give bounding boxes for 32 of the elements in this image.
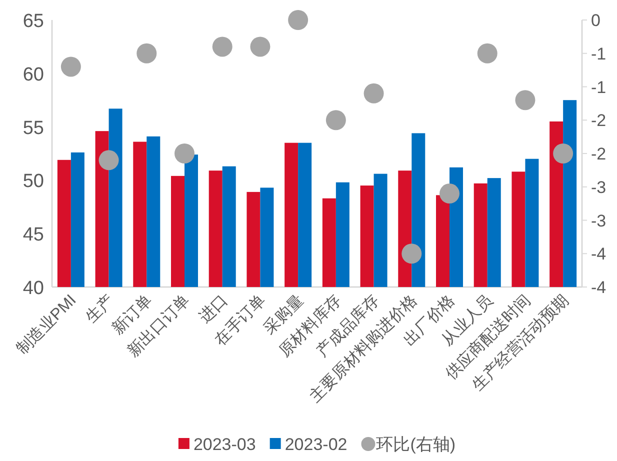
y2-tick-label: -4 <box>591 278 606 297</box>
y-tick-label: 50 <box>22 171 44 192</box>
point <box>402 244 422 264</box>
y2-tick-label: -2 <box>591 144 606 164</box>
y2-tick-label: -3 <box>591 211 606 230</box>
point <box>288 10 308 30</box>
y-tick-label: 45 <box>22 224 44 246</box>
y2-tick-label: -1 <box>591 78 606 97</box>
point <box>477 43 498 64</box>
point <box>440 184 460 204</box>
y-tick-label: 65 <box>22 11 44 32</box>
point <box>326 110 346 130</box>
y-tick-label: 60 <box>22 64 44 86</box>
point <box>98 150 119 170</box>
y2-tick-label: -2 <box>591 111 606 130</box>
point <box>136 43 157 64</box>
y-tick-label: 40 <box>22 278 44 299</box>
legend-label: 环比(右轴) <box>376 435 456 454</box>
point <box>174 144 194 164</box>
point <box>553 144 574 164</box>
y-tick-label: 55 <box>22 118 44 139</box>
y2-tick-label: -1 <box>591 44 606 64</box>
y2-tick-label: -3 <box>591 178 606 197</box>
legend-label: 2023-03 <box>193 435 256 454</box>
y2-tick-label: -4 <box>591 244 606 264</box>
point <box>515 90 536 110</box>
point <box>250 36 270 57</box>
point <box>60 56 81 77</box>
legend-label: 2023-02 <box>284 435 348 454</box>
y2-tick-label: 0 <box>591 11 600 30</box>
point <box>364 83 384 104</box>
point <box>212 36 232 57</box>
